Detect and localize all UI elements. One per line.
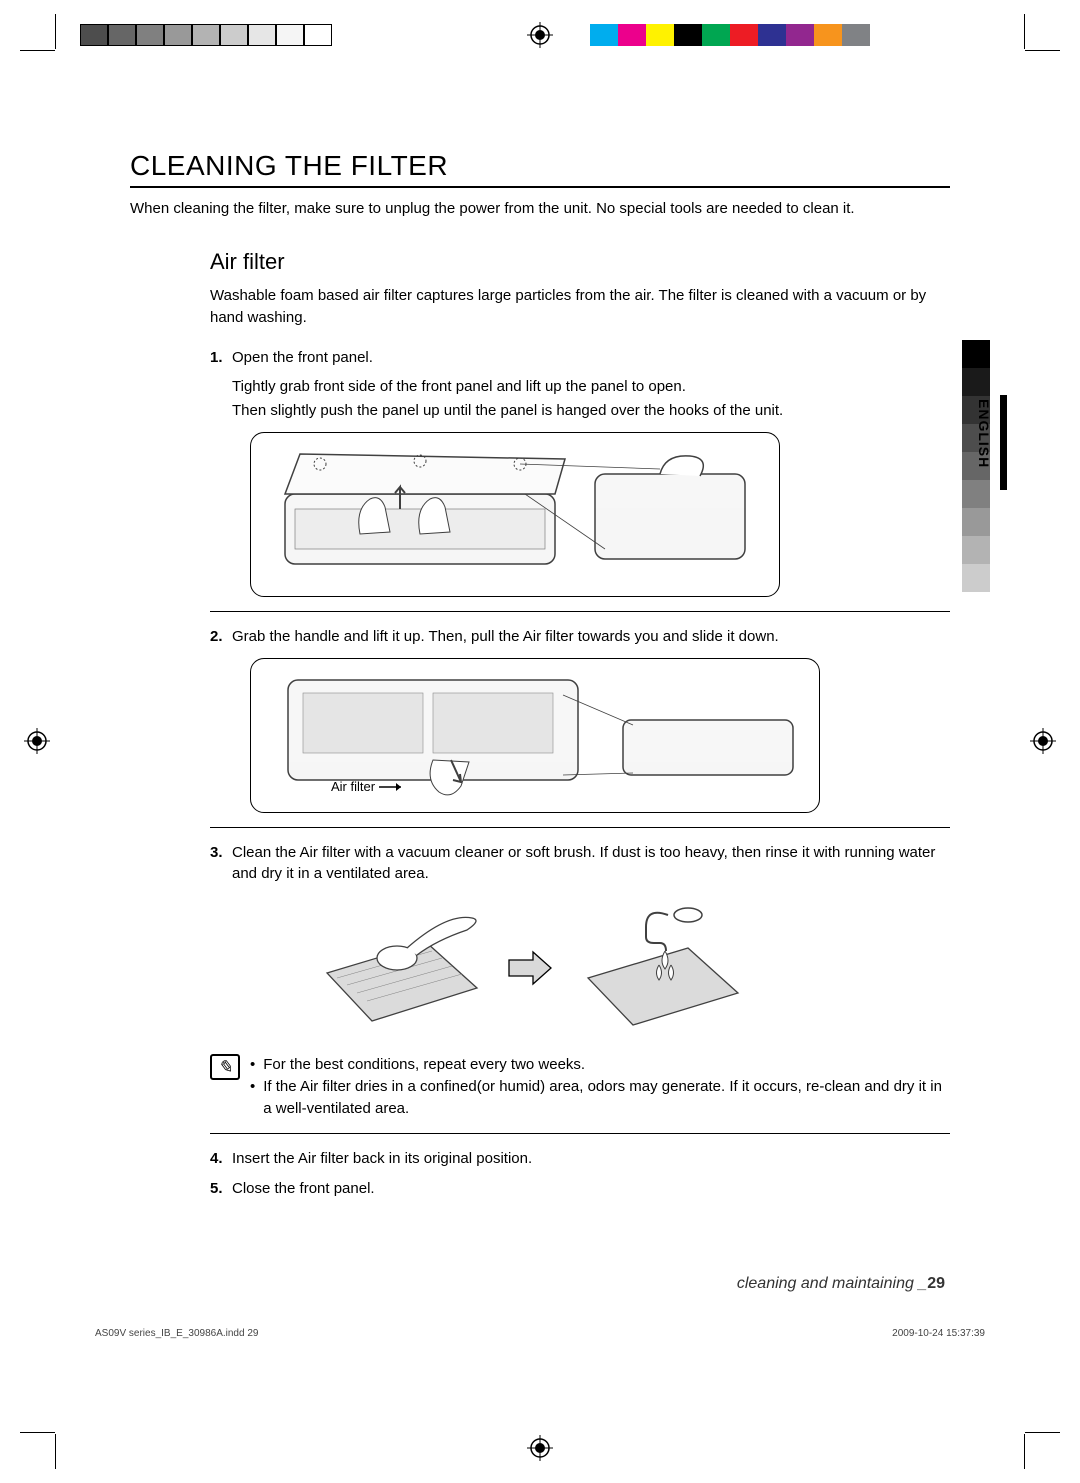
- footer-section: cleaning and maintaining _29: [737, 1275, 945, 1293]
- step-num: 1.: [210, 347, 232, 369]
- note-text: For the best conditions, repeat every tw…: [263, 1054, 585, 1076]
- intro-text: When cleaning the filter, make sure to u…: [130, 198, 950, 219]
- step-text: Close the front panel.: [232, 1178, 950, 1200]
- illustration-open-panel: [250, 432, 780, 597]
- illustration-remove-filter: Air filter: [250, 658, 820, 813]
- section-title: Air filter: [210, 249, 950, 275]
- section-desc: Washable foam based air filter captures …: [210, 285, 950, 329]
- step-num: 5.: [210, 1178, 232, 1200]
- separator: [210, 1133, 950, 1134]
- color-bar-right: [590, 24, 870, 46]
- note-block: ✎ For the best conditions, repeat every …: [210, 1054, 950, 1119]
- language-tab: ENGLISH: [973, 395, 995, 472]
- note-text: If the Air filter dries in a confined(or…: [263, 1076, 950, 1120]
- language-strip: [1000, 395, 1007, 490]
- slug-right: 2009-10-24 15:37:39: [892, 1328, 985, 1339]
- registration-mark: [24, 728, 50, 754]
- step-4: 4. Insert the Air filter back in its ori…: [210, 1148, 950, 1170]
- slug-left: AS09V series_IB_E_30986A.indd 29: [95, 1328, 258, 1339]
- illustration-label: Air filter: [331, 779, 405, 794]
- step-1: 1. Open the front panel.: [210, 347, 950, 369]
- step-5: 5. Close the front panel.: [210, 1178, 950, 1200]
- color-bar-left: [80, 24, 332, 46]
- registration-mark: [527, 22, 553, 48]
- separator: [210, 611, 950, 612]
- step-text: Clean the Air filter with a vacuum clean…: [232, 842, 950, 886]
- step-subtext: Then slightly push the panel up until th…: [232, 400, 950, 422]
- registration-mark: [527, 1435, 553, 1461]
- note-icon: ✎: [210, 1054, 240, 1080]
- step-num: 3.: [210, 842, 232, 886]
- step-text: Open the front panel.: [232, 347, 950, 369]
- step-subtext: Tightly grab front side of the front pan…: [232, 376, 950, 398]
- registration-mark: [1030, 728, 1056, 754]
- separator: [210, 827, 950, 828]
- step-num: 4.: [210, 1148, 232, 1170]
- step-text: Insert the Air filter back in its origin…: [232, 1148, 950, 1170]
- step-num: 2.: [210, 626, 232, 648]
- illustration-clean-filter: [270, 895, 790, 1040]
- step-3: 3. Clean the Air filter with a vacuum cl…: [210, 842, 950, 886]
- arrow-icon: [505, 950, 555, 986]
- step-2: 2. Grab the handle and lift it up. Then,…: [210, 626, 950, 648]
- page-content: CLEANING THE FILTER When cleaning the fi…: [130, 150, 950, 1208]
- step-text: Grab the handle and lift it up. Then, pu…: [232, 626, 950, 648]
- page-title: CLEANING THE FILTER: [130, 150, 950, 188]
